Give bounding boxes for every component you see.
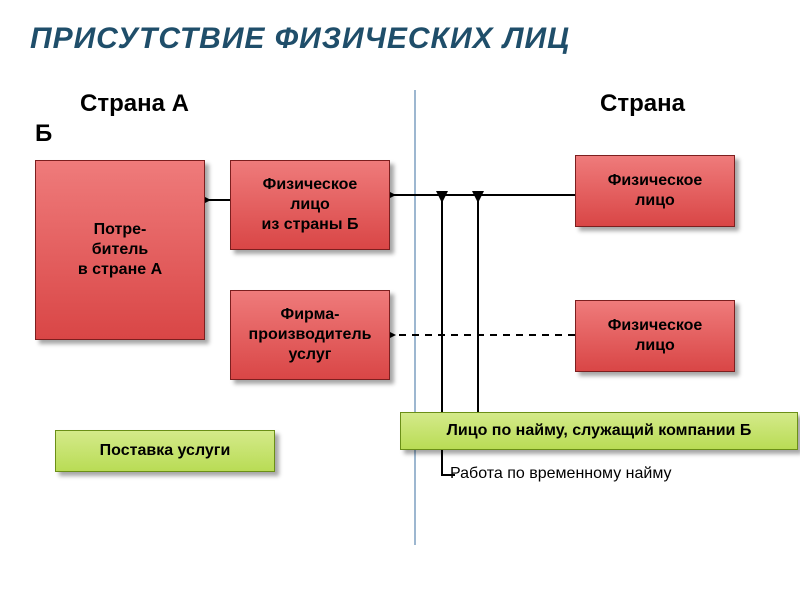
node-consumer-label: Потре-бительв стране А xyxy=(78,220,162,280)
node-consumer: Потре-бительв стране А xyxy=(35,160,205,340)
node-person-top-label: Физическоелицо xyxy=(608,171,703,211)
subhead-country-a: Страна А xyxy=(80,90,189,118)
node-person-from-b: Физическоелицоиз страны Б xyxy=(230,160,390,250)
node-firm: Фирма-производительуслуг xyxy=(230,290,390,380)
node-person-from-b-label: Физическоелицоиз страны Б xyxy=(262,175,359,235)
node-person-bottom: Физическоелицо xyxy=(575,300,735,372)
node-service-delivery: Поставка услуги xyxy=(55,430,275,472)
subhead-country-b: Страна xyxy=(600,90,685,118)
node-firm-label: Фирма-производительуслуг xyxy=(249,305,372,365)
node-service-delivery-label: Поставка услуги xyxy=(100,442,231,460)
caption-temp-work: Работа по временному найму xyxy=(450,465,672,483)
node-hired-person: Лицо по найму, служащий компании Б xyxy=(400,412,798,450)
node-person-top: Физическоелицо xyxy=(575,155,735,227)
page-title: ПРИСУТСТВИЕ ФИЗИЧЕСКИХ ЛИЦ xyxy=(30,22,570,56)
node-person-bottom-label: Физическоелицо xyxy=(608,316,703,356)
node-hired-person-label: Лицо по найму, служащий компании Б xyxy=(447,422,752,440)
subhead-letter-b: Б xyxy=(35,120,52,148)
